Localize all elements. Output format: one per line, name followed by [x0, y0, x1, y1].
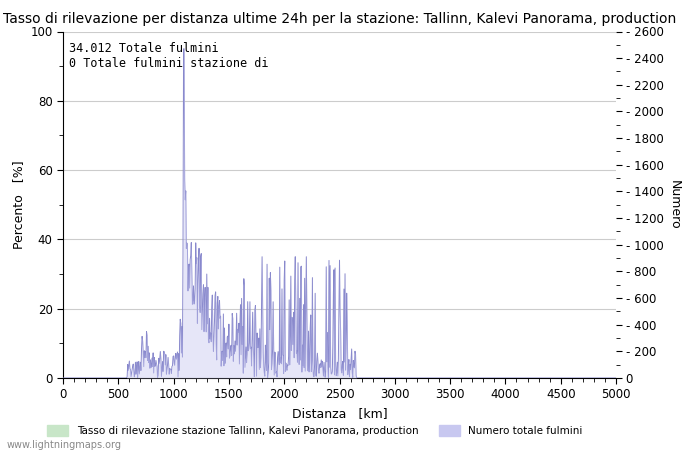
Text: 34.012 Totale fulmini
0 Totale fulmini stazione di: 34.012 Totale fulmini 0 Totale fulmini s…: [69, 42, 268, 70]
Text: www.lightningmaps.org: www.lightningmaps.org: [7, 440, 122, 450]
Legend: Tasso di rilevazione stazione Tallinn, Kalevi Panorama, production, Numero total: Tasso di rilevazione stazione Tallinn, K…: [43, 421, 587, 440]
Title: Tasso di rilevazione per distanza ultime 24h per la stazione: Tallinn, Kalevi Pa: Tasso di rilevazione per distanza ultime…: [3, 12, 676, 26]
Y-axis label: Percento   [%]: Percento [%]: [12, 161, 24, 249]
X-axis label: Distanza   [km]: Distanza [km]: [292, 407, 387, 420]
Y-axis label: Numero: Numero: [667, 180, 680, 230]
